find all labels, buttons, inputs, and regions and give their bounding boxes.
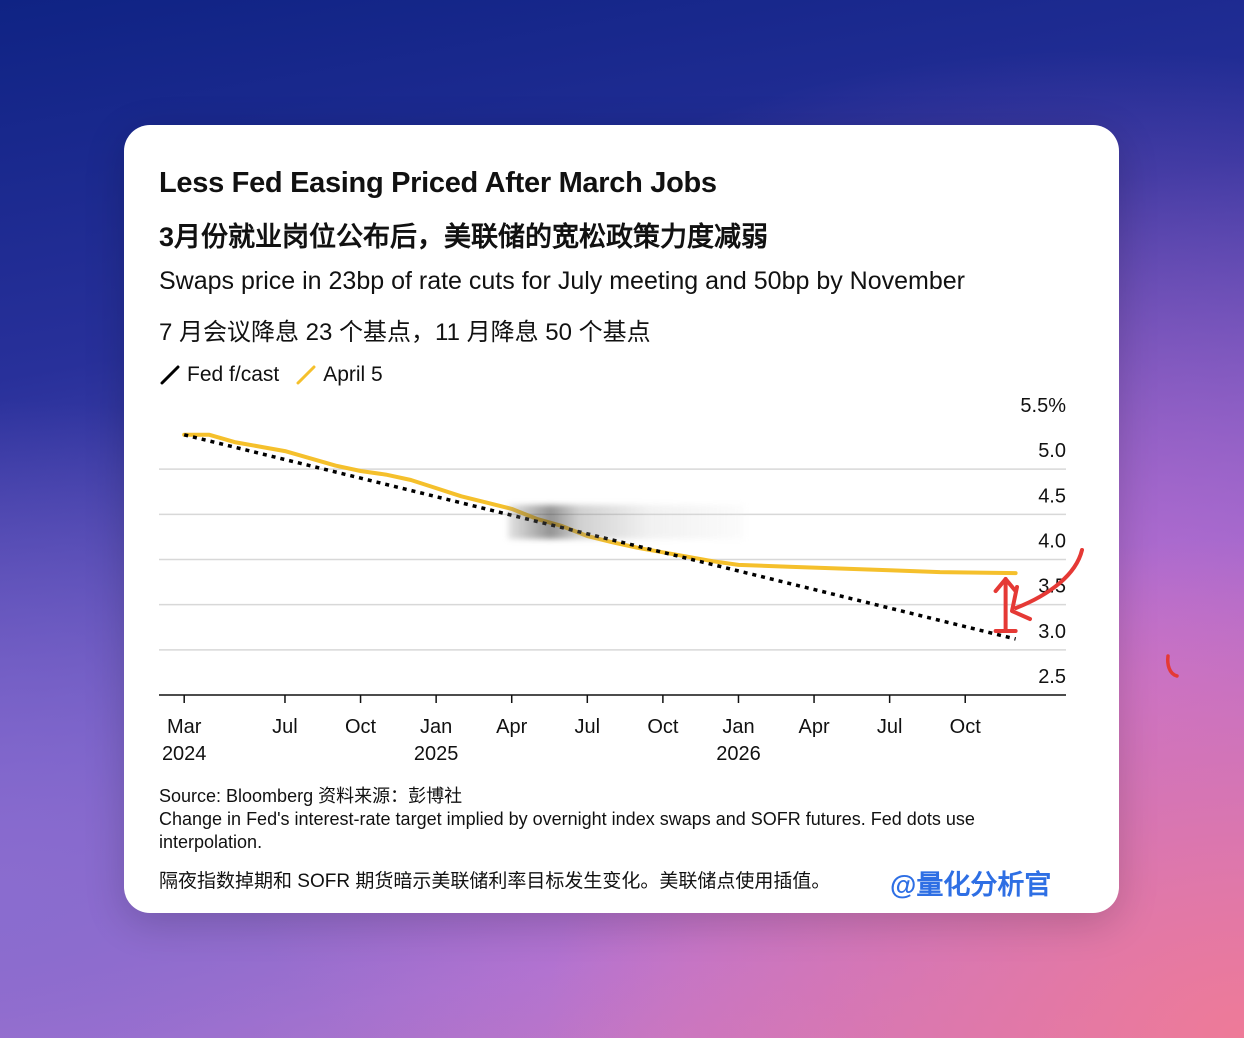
x-tick-label: Oct — [950, 716, 982, 738]
legend-swatch-april5 — [296, 365, 316, 385]
chart-subtitle-chinese: 7 月会议降息 23 个基点，11 月降息 50 个基点 — [159, 319, 651, 346]
legend-swatch-fed-forecast — [160, 365, 180, 385]
pointer-arrow-curve — [1014, 548, 1084, 610]
source-text: Source: Bloomberg 资料来源：彭博社 — [159, 786, 463, 806]
chart-title-chinese: 3月份就业岗位公布后，美联储的宽松政策力度减弱 — [159, 222, 769, 252]
x-tick-label: Apr — [496, 716, 527, 738]
chart-subtitle: Swaps price in 23bp of rate cuts for Jul… — [159, 267, 965, 295]
legend-item-april5: April 5 — [295, 363, 383, 387]
x-tick-label: Oct — [345, 716, 377, 738]
y-tick-label: 2.5 — [1038, 666, 1066, 688]
legend-label-april5: April 5 — [323, 363, 383, 386]
gap-arrow-head-top — [993, 577, 1018, 594]
y-tick-label: 5.5% — [1020, 395, 1066, 417]
y-tick-label: 4.5 — [1038, 485, 1066, 507]
legend-label-fed-forecast: Fed f/cast — [187, 363, 280, 386]
x-tick-label: Jul — [575, 716, 601, 738]
x-tick-label: Apr — [798, 716, 829, 738]
x-tick-label: Jul — [877, 716, 903, 738]
y-tick-label: 5.0 — [1038, 440, 1066, 462]
x-tick-year-label: 2025 — [414, 743, 459, 765]
series-line-fed-forecast — [183, 433, 1017, 641]
series-line-april5 — [182, 432, 1018, 576]
methodology-note: Change in Fed's interest-rate target imp… — [159, 809, 975, 852]
x-tick-label: Mar — [167, 716, 202, 738]
x-tick-year-label: 2024 — [162, 743, 207, 765]
pointer-arrow-head — [1010, 585, 1032, 621]
x-tick-label: Jan — [722, 716, 754, 738]
chart-card: Less Fed Easing Priced After March Jobs … — [124, 125, 1119, 913]
x-tick-label: Jul — [272, 716, 298, 738]
x-tick-label: Jan — [420, 716, 452, 738]
x-tick-label: Oct — [647, 716, 679, 738]
y-tick-label: 4.0 — [1038, 531, 1066, 553]
red-tick-mark — [1166, 654, 1179, 678]
y-tick-label: 3.0 — [1038, 621, 1066, 643]
chart-source: Source: Bloomberg 资料来源：彭博社 Change in Fed… — [159, 785, 1059, 854]
redaction-blur — [508, 505, 744, 539]
chart-legend: Fed f/cast April 5 — [159, 363, 399, 387]
legend-item-fed-forecast: Fed f/cast — [159, 363, 279, 387]
chart-title: Less Fed Easing Priced After March Jobs — [159, 167, 717, 199]
x-tick-year-label: 2026 — [716, 743, 761, 765]
methodology-note-chinese: 隔夜指数掉期和 SOFR 期货暗示美联储利率目标发生变化。美联储点使用插值。 — [159, 871, 831, 892]
watermark: @量化分析官 — [890, 870, 1052, 900]
